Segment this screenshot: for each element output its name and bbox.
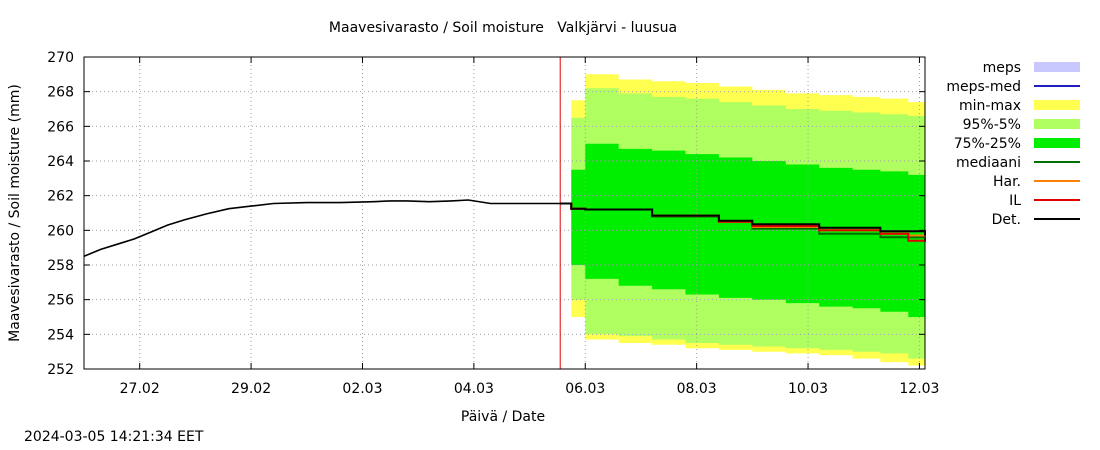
legend-swatch-minmax	[1034, 100, 1080, 110]
plot-frame	[83, 56, 926, 370]
legend-label-har: Har.	[993, 174, 1021, 190]
legend-label-p95_5: 95%-5%	[963, 117, 1021, 133]
timestamp: 2024-03-05 14:21:34 EET	[24, 429, 204, 445]
legend-label-meps_med: meps-med	[946, 79, 1021, 95]
legend-label-il: IL	[1009, 193, 1021, 209]
legend-swatch-meps	[1034, 62, 1080, 72]
y-tick-label: 264	[47, 154, 74, 170]
legend: meps meps-med min-max 95%-5% 75%-25% mediaani…	[946, 60, 1080, 228]
legend-swatch-p75_25	[1034, 138, 1080, 148]
series-lines	[83, 57, 926, 369]
x-tick-label: 27.02	[120, 381, 160, 397]
y-tick-label: 266	[47, 119, 74, 135]
y-tick-label: 270	[47, 50, 74, 66]
legend-label-mediaani: mediaani	[956, 155, 1021, 171]
y-tick-label: 268	[47, 85, 74, 101]
band-75-25	[560, 143, 925, 319]
chart-title: Maavesivarasto / Soil moisture Valkjärvi…	[329, 20, 677, 36]
x-axis-label: Päivä / Date	[461, 409, 545, 425]
legend-label-meps: meps	[983, 60, 1021, 76]
y-tick-label: 252	[47, 362, 74, 378]
legend-label-p75_25: 75%-25%	[954, 136, 1021, 152]
y-tick-label: 256	[47, 293, 74, 309]
series-det-observed	[83, 199, 563, 258]
x-tick-label: 06.03	[565, 381, 605, 397]
y-tick-label: 260	[47, 223, 74, 239]
legend-label-det: Det.	[992, 212, 1021, 228]
x-tick-label: 10.03	[788, 381, 828, 397]
y-tick-label: 262	[47, 189, 74, 205]
x-tick-label: 04.03	[454, 381, 494, 397]
axes: 252 254 256 258 260 262 264 266 268 270 27.02 29.02…	[47, 50, 939, 397]
x-tick-label: 12.03	[899, 381, 939, 397]
legend-swatch-p95_5	[1034, 119, 1080, 129]
series-det-forecast	[560, 202, 926, 236]
legend-label-minmax: min-max	[959, 98, 1021, 114]
x-tick-label: 29.02	[231, 381, 271, 397]
y-tick-label: 258	[47, 258, 74, 274]
y-axis-label: Maavesivarasto / Soil moisture (mm)	[7, 84, 23, 342]
grid	[84, 57, 925, 369]
x-tick-label: 08.03	[677, 381, 717, 397]
x-tick-label: 02.03	[342, 381, 382, 397]
forecast-bands	[560, 74, 925, 368]
y-tick-label: 254	[47, 327, 74, 343]
